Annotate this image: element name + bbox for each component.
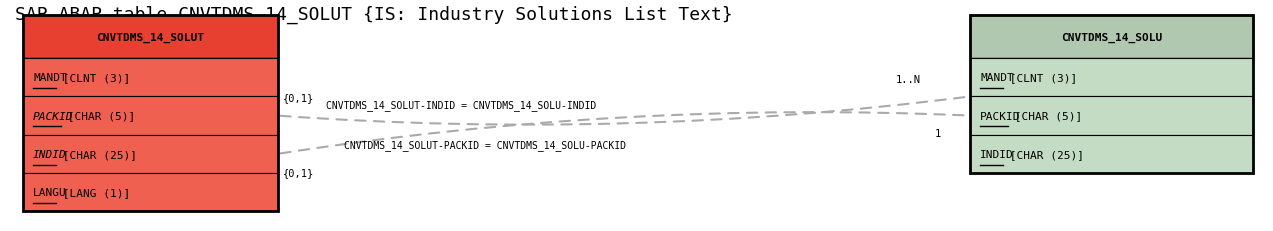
- Text: [CHAR (25)]: [CHAR (25)]: [56, 149, 137, 159]
- Bar: [23, 59, 278, 97]
- Text: SAP ABAP table CNVTDMS_14_SOLUT {IS: Industry Solutions List Text}: SAP ABAP table CNVTDMS_14_SOLUT {IS: Ind…: [15, 6, 733, 24]
- Text: 1: 1: [934, 129, 941, 139]
- Bar: [23, 135, 278, 173]
- Text: {0,1}: {0,1}: [283, 167, 314, 177]
- Text: [CHAR (25)]: [CHAR (25)]: [1003, 149, 1085, 159]
- Text: [CHAR (5)]: [CHAR (5)]: [1008, 111, 1082, 121]
- Text: PACKID: PACKID: [33, 111, 74, 121]
- Bar: [23, 16, 278, 211]
- Text: CNVTDMS_14_SOLUT-INDID = CNVTDMS_14_SOLU-INDID: CNVTDMS_14_SOLUT-INDID = CNVTDMS_14_SOLU…: [326, 99, 596, 110]
- Bar: [970, 16, 1253, 173]
- Text: LANGU: LANGU: [33, 187, 67, 197]
- Bar: [23, 16, 278, 59]
- Text: MANDT: MANDT: [980, 73, 1015, 83]
- Text: [CHAR (5)]: [CHAR (5)]: [61, 111, 135, 121]
- Text: MANDT: MANDT: [33, 73, 67, 83]
- Text: [LANG (1)]: [LANG (1)]: [56, 187, 131, 197]
- Bar: [23, 97, 278, 135]
- Text: INDID: INDID: [980, 149, 1015, 159]
- Text: CNVTDMS_14_SOLU: CNVTDMS_14_SOLU: [1060, 32, 1162, 43]
- Text: [CLNT (3)]: [CLNT (3)]: [56, 73, 131, 83]
- Text: {0,1}: {0,1}: [283, 92, 314, 102]
- Text: 1..N: 1..N: [896, 74, 922, 84]
- Bar: [970, 135, 1253, 173]
- Text: [CLNT (3)]: [CLNT (3)]: [1003, 73, 1078, 83]
- Text: PACKID: PACKID: [980, 111, 1021, 121]
- Bar: [970, 16, 1253, 59]
- Text: CNVTDMS_14_SOLUT-PACKID = CNVTDMS_14_SOLU-PACKID: CNVTDMS_14_SOLUT-PACKID = CNVTDMS_14_SOL…: [344, 140, 626, 151]
- Text: INDID: INDID: [33, 149, 67, 159]
- Text: CNVTDMS_14_SOLUT: CNVTDMS_14_SOLUT: [97, 32, 204, 43]
- Bar: [23, 173, 278, 211]
- Bar: [970, 59, 1253, 97]
- Bar: [970, 97, 1253, 135]
